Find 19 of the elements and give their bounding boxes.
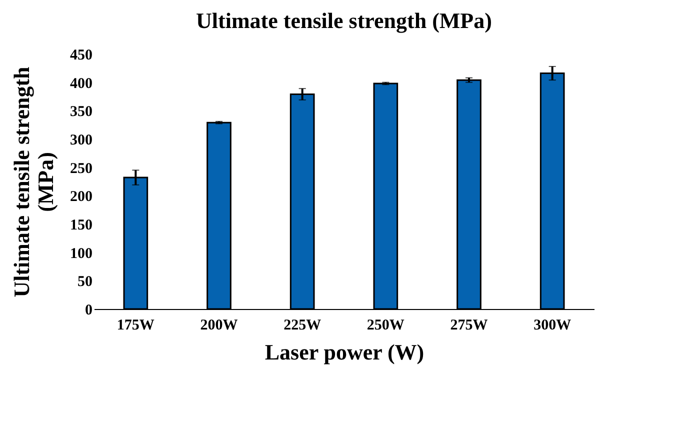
y-tick-label: 350 [70, 104, 92, 120]
y-tick-label: 0 [85, 302, 92, 318]
x-tick-label: 275W [450, 318, 488, 334]
y-tick-label: 300 [70, 132, 92, 148]
y-tick-label: 200 [70, 189, 92, 206]
x-tick-label: 300W [534, 318, 572, 334]
x-axis-title: Laser power (W) [264, 340, 424, 364]
x-tick-label: 225W [284, 318, 322, 334]
y-tick-label: 100 [70, 246, 92, 262]
chart-title: Ultimate tensile strength (MPa) [196, 8, 492, 33]
y-tick-label: 450 [70, 48, 92, 64]
x-tick-label: 250W [366, 318, 404, 334]
y-tick-label: 50 [78, 274, 92, 290]
y-tick-label: 400 [70, 76, 92, 92]
y-tick-label: 250 [70, 160, 92, 177]
x-tick-label: 175W [116, 318, 154, 334]
y-tick-label: 150 [70, 218, 92, 234]
x-tick-label: 200W [200, 318, 238, 334]
y-axis-title: Ultimate tensile strength (MPa) [9, 66, 58, 298]
